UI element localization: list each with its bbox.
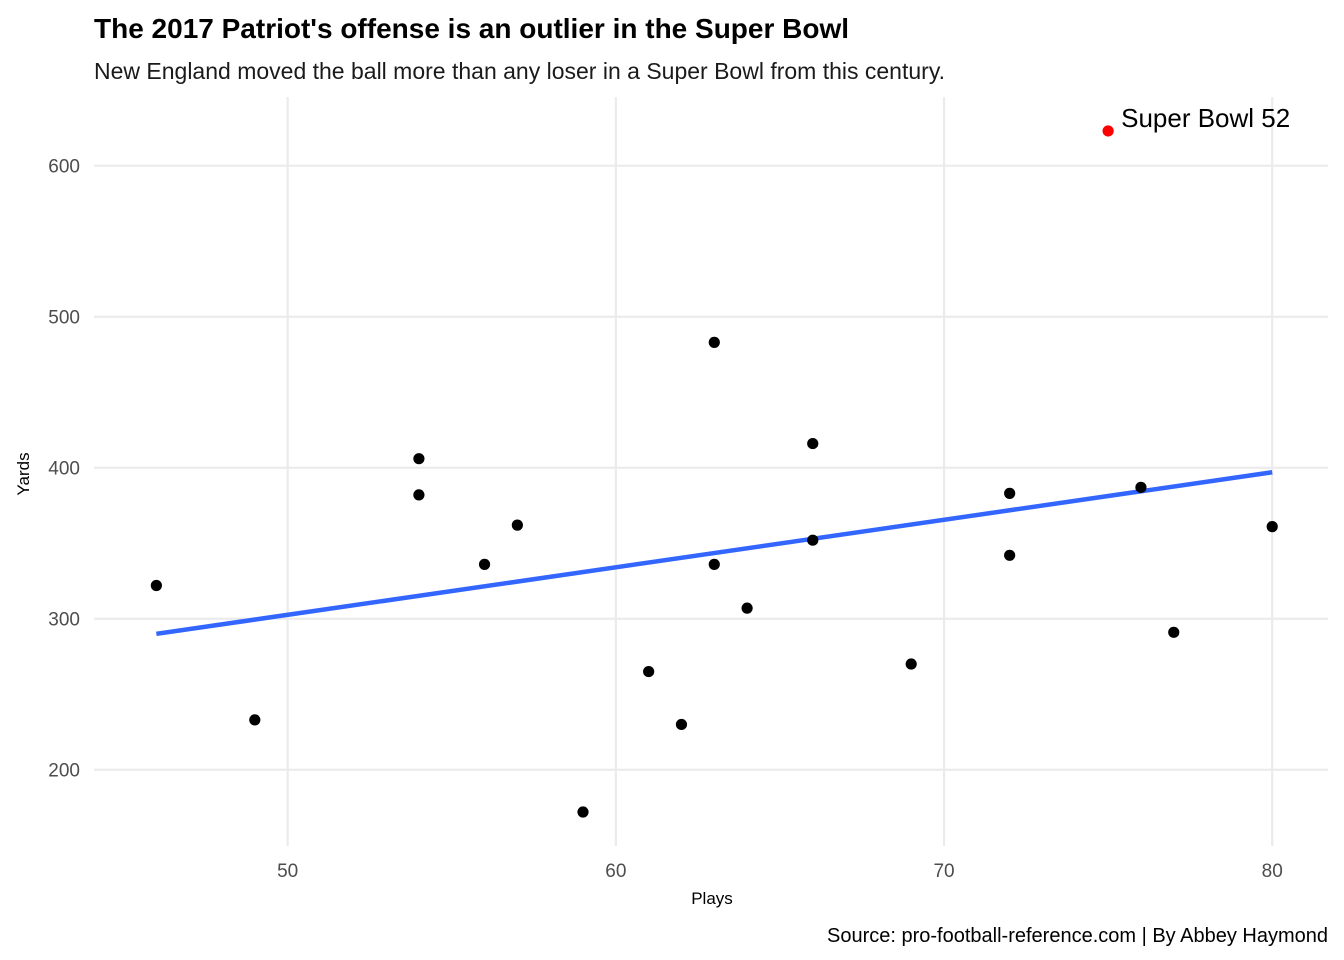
data-point xyxy=(1135,481,1147,493)
data-point xyxy=(675,718,688,731)
data-point xyxy=(511,519,523,531)
grid xyxy=(94,97,1328,846)
data-point xyxy=(1004,487,1016,499)
chart-caption: Source: pro-football-reference.com | By … xyxy=(827,925,1328,947)
data-point xyxy=(1266,521,1278,533)
data-point xyxy=(249,714,261,726)
data-point xyxy=(905,658,917,670)
x-tick-label: 70 xyxy=(933,861,954,882)
data-point xyxy=(741,602,753,614)
chart-title: The 2017 Patriot's offense is an outlier… xyxy=(94,13,849,44)
y-tick-label: 500 xyxy=(48,308,80,329)
data-point xyxy=(413,453,425,465)
data-point xyxy=(708,558,720,570)
y-axis-ticks: 200 300 400 500 600 xyxy=(48,157,80,782)
data-point xyxy=(478,558,491,570)
data-point xyxy=(577,806,589,818)
data-point xyxy=(708,336,720,348)
data-point xyxy=(1168,626,1180,638)
highlight-point xyxy=(1102,125,1114,137)
y-tick-label: 300 xyxy=(48,610,80,631)
trend-line xyxy=(156,470,1273,637)
trend-line-layer xyxy=(156,470,1273,637)
data-point xyxy=(413,489,425,501)
data-point xyxy=(807,437,819,450)
data-point xyxy=(807,534,819,546)
y-axis-title: Yards xyxy=(14,452,33,495)
x-tick-label: 50 xyxy=(277,861,298,882)
x-tick-label: 80 xyxy=(1262,861,1283,882)
data-point xyxy=(643,665,655,678)
x-axis-ticks: 50 60 70 80 xyxy=(277,861,1283,882)
y-tick-label: 200 xyxy=(48,761,80,782)
y-tick-label: 600 xyxy=(48,157,80,178)
x-tick-label: 60 xyxy=(605,861,626,882)
data-point xyxy=(1004,549,1016,561)
x-axis-title: Plays xyxy=(691,889,733,908)
chart-subtitle: New England moved the ball more than any… xyxy=(94,58,945,84)
y-tick-label: 400 xyxy=(48,459,80,480)
points-layer: Super Bowl 52 xyxy=(150,103,1290,818)
data-point xyxy=(150,579,162,592)
highlight-label: Super Bowl 52 xyxy=(1121,103,1290,133)
